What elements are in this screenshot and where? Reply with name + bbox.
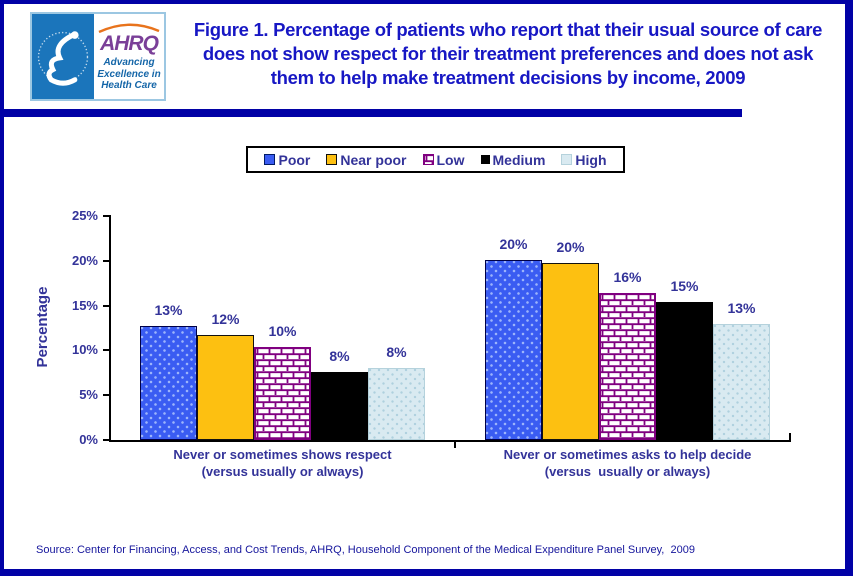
y-tick — [103, 304, 110, 307]
legend-label: Poor — [278, 151, 311, 168]
source-note: Source: Center for Financing, Access, an… — [36, 544, 695, 556]
y-tick-label: 25% — [71, 208, 98, 223]
hhs-logo-panel — [32, 14, 94, 99]
bar-value-label: 8% — [329, 348, 350, 364]
bar-value-label: 20% — [556, 239, 585, 255]
bar-value-label: 8% — [386, 344, 407, 360]
tagline-line: Excellence in — [97, 68, 161, 80]
x-axis-line — [109, 440, 791, 442]
y-tick-label: 0% — [79, 432, 98, 447]
bar-value-label: 12% — [211, 311, 240, 327]
border-bottom — [0, 569, 853, 576]
bar-value-label: 16% — [613, 269, 642, 285]
tagline-line: Health Care — [101, 80, 157, 92]
border-top — [0, 0, 853, 4]
legend-label: Near poor — [340, 151, 407, 168]
tagline-line: Advancing — [103, 56, 155, 68]
y-tick-label: 20% — [71, 252, 98, 268]
legend-label: Medium — [492, 151, 546, 168]
bar-high-cat1 — [368, 368, 425, 440]
legend-item-medium: Medium — [480, 151, 546, 168]
bar-value-label: 10% — [268, 323, 297, 339]
legend-swatch-near-poor-icon — [326, 154, 338, 165]
legend-item-high: High — [561, 151, 607, 168]
bar-near-poor-cat2 — [542, 263, 599, 440]
bar-value-label: 13% — [154, 302, 183, 318]
bar-poor-cat2 — [485, 260, 542, 440]
bar-value-label: 15% — [670, 278, 699, 294]
x-axis-end-tick — [789, 433, 791, 441]
figure-title: Figure 1. Percentage of patients who rep… — [193, 19, 823, 89]
y-tick — [103, 349, 110, 352]
bar-low-cat1 — [254, 347, 311, 440]
legend-item-near-poor: Near poor — [326, 151, 407, 168]
legend-item-low: Low — [422, 151, 465, 168]
ahrq-wordmark: AHRQ — [100, 31, 159, 55]
y-tick — [103, 259, 110, 262]
border-left — [0, 0, 4, 576]
ahrq-arc-icon — [98, 23, 160, 33]
y-tick — [103, 394, 110, 397]
x-axis-mid-tick — [454, 442, 456, 448]
legend-swatch-medium-icon — [480, 155, 490, 164]
legend-swatch-low-icon — [422, 154, 434, 165]
legend-label: High — [575, 151, 607, 168]
ahrq-logo-panel: AHRQ Advancing Excellence in Health Care — [94, 14, 164, 99]
bar-high-cat2 — [713, 324, 770, 440]
y-tick — [103, 215, 110, 217]
legend-label: Low — [436, 151, 465, 168]
y-tick-label: 5% — [79, 387, 98, 403]
bar-near-poor-cat1 — [197, 335, 254, 440]
y-axis-title: Percentage — [34, 286, 51, 368]
bar-medium-cat1 — [311, 372, 368, 440]
bar-value-label: 13% — [727, 300, 756, 316]
ahrq-tagline: Advancing Excellence in Health Care — [97, 57, 160, 92]
ahrq-logo: AHRQ Advancing Excellence in Health Care — [30, 12, 166, 101]
y-tick-label: 15% — [71, 297, 98, 313]
category-label-1: Never or sometimes shows respect (versus… — [173, 447, 392, 479]
bar-low-cat2 — [599, 293, 656, 440]
header-divider-bar — [0, 109, 742, 117]
bar-medium-cat2 — [656, 302, 713, 440]
y-tick — [103, 439, 110, 441]
y-axis-line — [109, 215, 111, 442]
y-tick-label: 10% — [71, 342, 98, 358]
border-right — [845, 0, 853, 576]
legend: Poor Near poor Low Medium High — [246, 146, 625, 173]
legend-swatch-high-icon — [561, 154, 573, 165]
bar-poor-cat1 — [140, 326, 197, 440]
bar-value-label: 20% — [499, 236, 528, 252]
legend-item-poor: Poor — [264, 152, 310, 168]
category-label-2: Never or sometimes asks to help decide (… — [503, 447, 752, 479]
legend-swatch-poor-icon — [264, 154, 276, 165]
hhs-eagle-icon — [37, 30, 89, 86]
